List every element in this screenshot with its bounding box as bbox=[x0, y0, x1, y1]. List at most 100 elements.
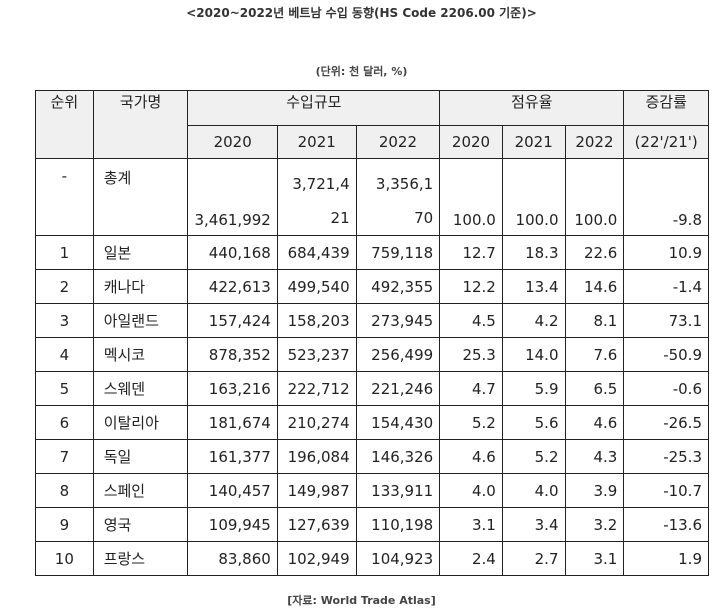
table-row: 5 스웨덴 163,216 222,712 221,246 4.7 5.9 6.5 -0.6 bbox=[35, 371, 709, 406]
cell-s2020: 4.7 bbox=[439, 371, 503, 406]
header-share-2020: 2020 bbox=[439, 125, 503, 159]
total-import-2021-top: 3,721,4 bbox=[292, 175, 350, 193]
cell-s2020: 4.0 bbox=[439, 473, 503, 508]
header-import-2020: 2020 bbox=[187, 125, 278, 159]
cell-name: 일본 bbox=[92, 235, 189, 270]
cell-v2020: 440,168 bbox=[187, 235, 278, 270]
cell-name: 스웨덴 bbox=[92, 371, 189, 406]
cell-s2022: 7.6 bbox=[564, 337, 625, 372]
total-row: - 총계 3,461,992 3,721,4 21 3,356,1 70 100.0… bbox=[35, 158, 709, 236]
header-country: 국가명 bbox=[92, 90, 189, 159]
cell-v2022: 273,945 bbox=[355, 303, 441, 338]
cell-v2020: 878,352 bbox=[187, 337, 278, 372]
cell-s2021: 18.3 bbox=[501, 235, 566, 270]
cell-growth: -50.9 bbox=[623, 337, 709, 372]
cell-rank: 2 bbox=[35, 269, 94, 304]
table-row: 8 스페인 140,457 149,987 133,911 4.0 4.0 3.9 -10.7 bbox=[35, 473, 709, 508]
cell-v2021: 102,949 bbox=[276, 541, 357, 576]
cell-rank: 5 bbox=[35, 371, 94, 406]
cell-growth: -0.6 bbox=[623, 371, 709, 406]
cell-s2021: 5.6 bbox=[501, 405, 566, 440]
cell-s2021: 13.4 bbox=[501, 269, 566, 304]
cell-rank: 10 bbox=[35, 541, 94, 576]
cell-s2022: 8.1 bbox=[564, 303, 625, 338]
cell-v2020: 422,613 bbox=[187, 269, 278, 304]
cell-s2021: 5.9 bbox=[501, 371, 566, 406]
cell-v2021: 158,203 bbox=[276, 303, 357, 338]
cell-s2022: 4.6 bbox=[564, 405, 625, 440]
table-row: 7 독일 161,377 196,084 146,326 4.6 5.2 4.3 -25.3 bbox=[35, 439, 709, 474]
cell-rank: 4 bbox=[35, 337, 94, 372]
header-share-2021: 2021 bbox=[501, 125, 566, 159]
total-import-2022-top: 3,356,1 bbox=[375, 175, 434, 193]
cell-s2022: 14.6 bbox=[564, 269, 625, 304]
table-row: 4 멕시코 878,352 523,237 256,499 25.3 14.0 7.6 -50.… bbox=[35, 337, 709, 372]
cell-v2020: 163,216 bbox=[187, 371, 278, 406]
table-row: 9 영국 109,945 127,639 110,198 3.1 3.4 3.2 -13.6 bbox=[35, 507, 709, 542]
total-import-2022: 3,356,1 70 bbox=[355, 158, 441, 236]
cell-rank: 3 bbox=[35, 303, 94, 338]
cell-name: 이탈리아 bbox=[92, 405, 189, 440]
cell-name: 독일 bbox=[92, 439, 189, 474]
cell-growth: 73.1 bbox=[623, 303, 709, 338]
cell-v2022: 759,118 bbox=[355, 235, 441, 270]
header-rank: 순위 bbox=[35, 90, 94, 159]
source-note: [자료: World Trade Atlas] bbox=[287, 594, 436, 607]
header-import-2021: 2021 bbox=[276, 125, 357, 159]
cell-s2020: 12.7 bbox=[439, 235, 503, 270]
cell-s2020: 4.6 bbox=[439, 439, 503, 474]
total-share-2021: 100.0 bbox=[501, 158, 566, 236]
cell-growth: -10.7 bbox=[623, 473, 709, 508]
cell-v2022: 492,355 bbox=[355, 269, 441, 304]
cell-rank: 8 bbox=[35, 473, 94, 508]
cell-s2022: 4.3 bbox=[564, 439, 625, 474]
total-import-2022-bottom: 70 bbox=[414, 209, 434, 227]
cell-v2022: 110,198 bbox=[355, 507, 441, 542]
cell-rank: 7 bbox=[35, 439, 94, 474]
cell-v2020: 83,860 bbox=[187, 541, 278, 576]
total-name: 총계 bbox=[92, 158, 189, 236]
total-import-2021-bottom: 21 bbox=[330, 209, 350, 227]
cell-s2022: 6.5 bbox=[564, 371, 625, 406]
cell-name: 프랑스 bbox=[92, 541, 189, 576]
total-rank: - bbox=[35, 158, 94, 236]
total-import-2021: 3,721,4 21 bbox=[276, 158, 357, 236]
header-import-scale: 수입규모 bbox=[187, 90, 441, 126]
total-share-2020: 100.0 bbox=[439, 158, 503, 236]
total-share-2022: 100.0 bbox=[564, 158, 625, 236]
cell-v2021: 523,237 bbox=[276, 337, 357, 372]
cell-v2022: 221,246 bbox=[355, 371, 441, 406]
cell-name: 아일랜드 bbox=[92, 303, 189, 338]
cell-growth: -25.3 bbox=[623, 439, 709, 474]
table-row: 1 일본 440,168 684,439 759,118 12.7 18.3 22.6 10.9 bbox=[35, 235, 709, 270]
cell-v2020: 181,674 bbox=[187, 405, 278, 440]
cell-s2020: 5.2 bbox=[439, 405, 503, 440]
cell-growth: 1.9 bbox=[623, 541, 709, 576]
header-growth: 증감률 bbox=[623, 90, 709, 126]
cell-v2021: 149,987 bbox=[276, 473, 357, 508]
cell-growth: 10.9 bbox=[623, 235, 709, 270]
cell-v2021: 210,274 bbox=[276, 405, 357, 440]
cell-s2021: 4.2 bbox=[501, 303, 566, 338]
cell-v2021: 499,540 bbox=[276, 269, 357, 304]
unit-note: (단위: 천 달러, %) bbox=[315, 65, 408, 78]
header-share: 점유율 bbox=[439, 90, 625, 126]
cell-s2021: 14.0 bbox=[501, 337, 566, 372]
import-table: 순위 국가명 수입규모 점유율 증감률 2020 2021 2022 2020 … bbox=[35, 90, 709, 576]
total-import-2020: 3,461,992 bbox=[187, 158, 278, 236]
cell-s2022: 3.9 bbox=[564, 473, 625, 508]
cell-rank: 9 bbox=[35, 507, 94, 542]
cell-growth: -26.5 bbox=[623, 405, 709, 440]
cell-s2020: 12.2 bbox=[439, 269, 503, 304]
cell-s2020: 25.3 bbox=[439, 337, 503, 372]
cell-name: 영국 bbox=[92, 507, 189, 542]
cell-name: 스페인 bbox=[92, 473, 189, 508]
cell-v2022: 256,499 bbox=[355, 337, 441, 372]
cell-s2021: 4.0 bbox=[501, 473, 566, 508]
cell-s2022: 3.1 bbox=[564, 541, 625, 576]
header-share-2022: 2022 bbox=[564, 125, 625, 159]
cell-s2021: 2.7 bbox=[501, 541, 566, 576]
cell-s2020: 3.1 bbox=[439, 507, 503, 542]
cell-rank: 6 bbox=[35, 405, 94, 440]
cell-v2021: 127,639 bbox=[276, 507, 357, 542]
